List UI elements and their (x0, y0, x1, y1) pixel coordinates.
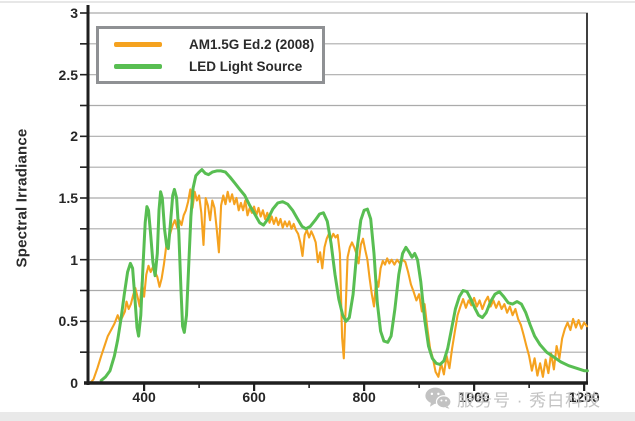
y-tick-label: 2.5 (58, 66, 78, 83)
series-am15g-line (89, 188, 588, 385)
plot-area (80, 5, 589, 391)
watermark-text: 服务号 · 秀白科技 (457, 390, 602, 410)
x-tick-label: 1200 (568, 389, 600, 405)
watermark: 服务号 · 秀白科技 (425, 386, 601, 410)
y-tick-label: 0 (70, 375, 78, 391)
legend-swatch-led-line (114, 63, 162, 69)
legend: AM1.5G Ed.2 (2008) LED Light Source (96, 26, 325, 84)
legend-label-am15g: AM1.5G Ed.2 (2008) (189, 36, 315, 52)
y-tick-label: 1.5 (58, 190, 78, 206)
legend-item-am15g: AM1.5G Ed.2 (2008) (114, 37, 322, 52)
series-led-line (99, 168, 589, 382)
y-tick-label: 0.5 (58, 313, 78, 330)
y-tick-label: 1 (70, 251, 78, 268)
x-tick-label: 400 (132, 389, 156, 405)
legend-item-led: LED Light Source (114, 59, 322, 74)
x-tick-label: 800 (352, 389, 376, 405)
x-tick-label: 600 (242, 389, 266, 405)
chart-canvas (80, 5, 589, 391)
y-tick-label: 3 (70, 5, 78, 21)
x-tick-label: 1000 (458, 389, 490, 405)
y-tick-label: 2 (70, 128, 78, 145)
top-divider (0, 1, 635, 3)
y-axis-title: Spectral Irradiance (13, 128, 31, 268)
legend-swatch-am15g-line (114, 41, 162, 47)
bottom-strip (0, 412, 635, 421)
wechat-icon (425, 387, 451, 409)
legend-label-led: LED Light Source (189, 58, 303, 74)
